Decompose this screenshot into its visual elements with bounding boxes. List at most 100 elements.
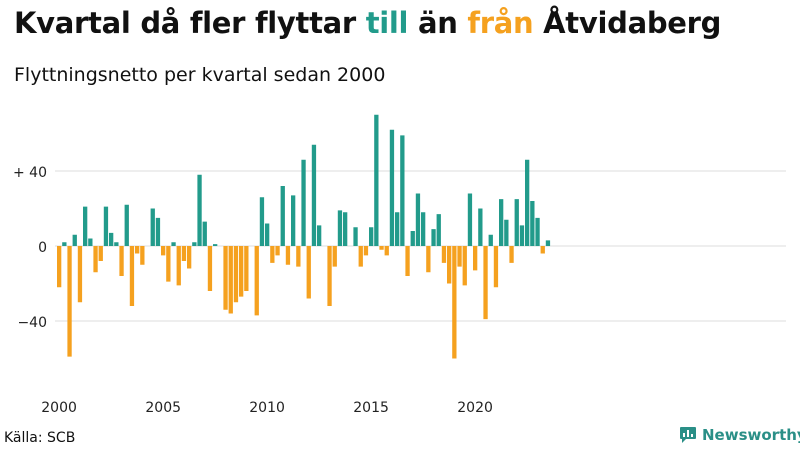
title-till: till — [365, 6, 409, 40]
bar — [265, 223, 270, 246]
bar — [202, 221, 207, 247]
bar — [98, 246, 103, 261]
bar — [358, 246, 363, 267]
bar — [176, 246, 181, 286]
bar — [171, 242, 176, 246]
y-tick-label: 0 — [38, 240, 47, 256]
bar — [254, 246, 259, 316]
bar — [415, 193, 421, 246]
bar — [197, 174, 202, 246]
bar — [499, 199, 504, 247]
bar — [369, 227, 374, 246]
bar — [129, 246, 135, 306]
x-tick-label: 2000 — [41, 400, 77, 416]
bar — [83, 206, 88, 247]
x-tick-label: 2015 — [353, 400, 389, 416]
title-part-1: Kvartal då fler flyttar — [14, 6, 366, 40]
bar — [166, 246, 171, 282]
bar — [493, 246, 499, 288]
bar — [155, 217, 161, 247]
bar — [103, 206, 109, 247]
bar — [239, 246, 244, 297]
bar — [452, 246, 457, 359]
bar — [332, 246, 337, 267]
bar — [363, 246, 369, 256]
chart-subtitle: Flyttningsnetto per kvartal sedan 2000 — [14, 64, 386, 86]
bar — [514, 199, 519, 247]
bar — [478, 208, 483, 246]
bar — [67, 246, 72, 357]
bar — [291, 195, 296, 247]
bar — [140, 246, 145, 265]
bar — [343, 212, 348, 246]
title-part-3: Åtvidaberg — [533, 6, 722, 40]
bar — [374, 114, 379, 246]
bar — [280, 186, 285, 246]
bar — [327, 246, 332, 306]
bar — [421, 212, 426, 246]
bar — [244, 246, 249, 291]
bar — [187, 246, 192, 269]
bar — [457, 246, 462, 267]
bar — [88, 238, 93, 246]
bar — [400, 135, 405, 247]
bar — [161, 246, 166, 256]
bar — [124, 204, 129, 246]
bar — [114, 242, 119, 246]
source-label: Källa: SCB — [4, 430, 76, 446]
newsworthy-brand: Newsworthy — [679, 426, 800, 444]
y-tick-label: −40 — [17, 315, 47, 331]
x-tick-label: 2020 — [457, 400, 493, 416]
bar — [379, 246, 384, 250]
bar — [353, 227, 358, 246]
newsworthy-logo-icon — [680, 427, 696, 443]
x-tick-label: 2005 — [145, 400, 181, 416]
bar — [525, 159, 530, 246]
bar — [77, 246, 83, 303]
bar — [426, 246, 431, 273]
bar — [535, 217, 540, 247]
bar — [545, 240, 551, 247]
bar — [259, 197, 265, 246]
bar — [109, 232, 114, 247]
bar — [181, 246, 187, 261]
bar — [405, 246, 410, 276]
bar — [462, 246, 467, 286]
bar — [384, 246, 389, 256]
bar — [519, 225, 525, 247]
bar — [389, 129, 395, 246]
title-fran: från — [467, 6, 534, 40]
bar — [306, 246, 311, 299]
brand-name: Newsworthy — [702, 426, 800, 444]
bar — [228, 246, 233, 314]
y-tick-label: + 40 — [13, 165, 47, 181]
bar — [301, 159, 306, 246]
title-part-2: än — [408, 6, 468, 40]
bar — [135, 246, 140, 254]
bar — [436, 214, 441, 247]
bar — [285, 246, 291, 265]
chart-title: Kvartal då fler flyttar till än från Åtv… — [14, 6, 721, 40]
bar — [410, 231, 415, 246]
bar — [223, 246, 228, 310]
bar — [530, 201, 535, 246]
bar — [192, 242, 197, 246]
bar — [467, 193, 473, 246]
bar — [119, 246, 124, 276]
bar — [431, 229, 436, 247]
bar — [270, 246, 275, 263]
bar — [441, 246, 447, 263]
bar — [296, 246, 301, 267]
bar — [395, 212, 400, 246]
bar — [488, 234, 493, 246]
bar — [483, 246, 488, 320]
bar — [62, 242, 67, 246]
bar — [311, 144, 317, 246]
bar — [540, 246, 545, 254]
bar — [207, 246, 213, 291]
bar — [447, 246, 452, 284]
bar — [509, 246, 514, 263]
bar — [504, 219, 509, 246]
bar — [337, 210, 343, 247]
